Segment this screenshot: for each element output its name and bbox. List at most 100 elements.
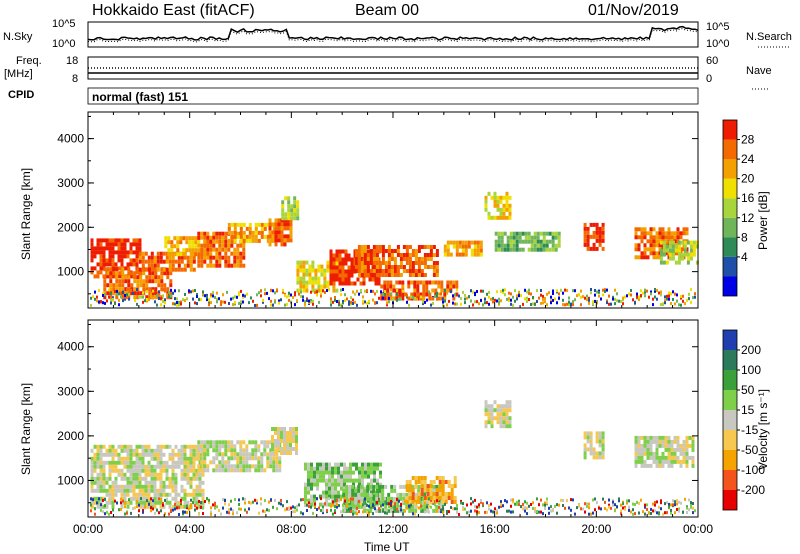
velocity-colorbar-label: Velocity [m s⁻¹] bbox=[756, 389, 770, 470]
power-panel-ytick-label-3: 4000 bbox=[57, 132, 84, 146]
velocity-panel-xtick-label-1: 04:00 bbox=[175, 522, 205, 536]
velocity-panel-xtick-label-5: 20:00 bbox=[581, 522, 611, 536]
date-title: 01/Nov/2019 bbox=[588, 2, 679, 19]
freq-label: Freq. bbox=[16, 55, 42, 67]
velocity-colorbar-swatch-4 bbox=[723, 410, 737, 430]
nave-tick-high: 60 bbox=[706, 55, 718, 67]
velocity-panel-xtick-label-4: 16:00 bbox=[480, 522, 510, 536]
velocity-ylabel: Slant Range [km] bbox=[19, 383, 33, 475]
velocity-panel-region-6 bbox=[484, 400, 512, 429]
power-colorbar-tick-label-0: 28 bbox=[741, 133, 755, 147]
nsearch-trace bbox=[87, 28, 699, 43]
velocity-panel-xtick-label-3: 12:00 bbox=[378, 522, 408, 536]
velocity-colorbar-frame bbox=[722, 329, 738, 511]
cpid-label: CPID bbox=[8, 89, 34, 101]
power-colorbar-tick-label-5: 8 bbox=[741, 230, 748, 244]
nsky-panel-frame bbox=[87, 21, 699, 48]
nsearch-tick-high: 10^5 bbox=[706, 21, 730, 33]
velocity-colorbar-swatch-8 bbox=[723, 330, 737, 350]
power-ylabel: Slant Range [km] bbox=[19, 168, 33, 260]
power-colorbar-swatch-4 bbox=[723, 198, 737, 218]
freq-tick-high: 18 bbox=[66, 55, 78, 67]
power-colorbar-label: Power [dB] bbox=[756, 191, 770, 250]
freq-panel-frame bbox=[87, 56, 699, 80]
power-colorbar-swatch-5 bbox=[723, 178, 737, 199]
velocity-panel-ytick-label-0: 1000 bbox=[57, 473, 84, 487]
power-colorbar-tick-label-1: 24 bbox=[741, 152, 755, 166]
velocity-colorbar-swatch-6 bbox=[723, 370, 737, 390]
velocity-colorbar-swatch-1 bbox=[723, 470, 737, 490]
velocity-colorbar-tick-label-5: -50 bbox=[741, 443, 759, 457]
power-colorbar-swatch-1 bbox=[723, 256, 737, 277]
nsearch-label: N.Search bbox=[746, 31, 792, 43]
power-colorbar-swatch-3 bbox=[723, 217, 737, 238]
velocity-colorbar-tick-label-1: 100 bbox=[741, 363, 761, 377]
nsky-tick-high: 10^5 bbox=[52, 18, 76, 30]
nave-tick-low: 0 bbox=[706, 73, 712, 85]
power-colorbar-swatch-6 bbox=[723, 159, 737, 179]
power-panel-ytick-label-0: 1000 bbox=[57, 265, 84, 279]
power-colorbar-swatch-0 bbox=[723, 276, 737, 296]
site-title: Hokkaido East (fitACF) bbox=[92, 2, 255, 19]
nsky-label: N.Sky bbox=[3, 31, 33, 43]
velocity-panel-region-5 bbox=[405, 476, 457, 504]
nave-label: Nave bbox=[746, 65, 772, 77]
freq-unit: [MHz] bbox=[4, 68, 33, 80]
power-panel-ground-scatter bbox=[90, 288, 696, 307]
velocity-colorbar-tick-label-2: 50 bbox=[741, 383, 755, 397]
velocity-colorbar-swatch-7 bbox=[723, 350, 737, 370]
power-panel-region-14 bbox=[494, 231, 561, 252]
power-panel-region-17 bbox=[659, 240, 699, 265]
power-colorbar-tick-label-3: 16 bbox=[741, 191, 755, 205]
power-panel-region-10 bbox=[354, 245, 439, 277]
power-panel-ytick-label-1: 2000 bbox=[57, 220, 84, 234]
power-colorbar-tick-label-6: 4 bbox=[741, 250, 748, 264]
power-colorbar-swatch-7 bbox=[723, 139, 737, 160]
velocity-colorbar-tick-label-7: -200 bbox=[741, 483, 765, 497]
power-heatmap-panel: 1000 2000 3000 4000 bbox=[57, 111, 699, 309]
velocity-panel-region-7 bbox=[583, 431, 605, 460]
power-panel-ytick-label-2: 3000 bbox=[57, 176, 84, 190]
power-panel-region-7 bbox=[281, 196, 300, 221]
velocity-colorbar: 200 100 50 15 -15 -50 -100 -200 bbox=[722, 329, 765, 511]
power-colorbar: 28 24 20 16 12 8 4 bbox=[722, 119, 755, 297]
velocity-colorbar-tick-label-6: -100 bbox=[741, 463, 765, 477]
power-colorbar-tick-label-4: 12 bbox=[741, 211, 755, 225]
velocity-colorbar-tick-label-3: 15 bbox=[741, 403, 755, 417]
velocity-colorbar-tick-label-4: -15 bbox=[741, 423, 759, 437]
velocity-panel-region-2 bbox=[271, 427, 298, 455]
velocity-colorbar-swatch-2 bbox=[723, 450, 737, 470]
velocity-panel-xtick-label-6: 00:00 bbox=[683, 522, 713, 536]
velocity-colorbar-swatch-5 bbox=[723, 390, 737, 410]
velocity-colorbar-tick-label-0: 200 bbox=[741, 343, 761, 357]
freq-tick-low: 8 bbox=[72, 73, 78, 85]
cpid-panel-frame bbox=[87, 87, 699, 105]
velocity-panel-ground-scatter bbox=[90, 497, 696, 516]
velocity-colorbar-swatch-0 bbox=[723, 490, 737, 510]
velocity-panel-region-8 bbox=[634, 435, 695, 468]
velocity-panel-ytick-label-2: 3000 bbox=[57, 384, 84, 398]
velocity-colorbar-swatch-3 bbox=[723, 430, 737, 450]
velocity-panel-xtick-label-0: 00:00 bbox=[73, 522, 103, 536]
power-colorbar-swatch-2 bbox=[723, 237, 737, 257]
velocity-panel-region-0 bbox=[90, 444, 205, 509]
velocity-panel-ytick-label-3: 4000 bbox=[57, 340, 84, 354]
power-panel-region-13 bbox=[484, 191, 512, 220]
power-panel-region-0 bbox=[90, 238, 142, 279]
power-panel-region-12 bbox=[443, 240, 483, 257]
power-panel-region-6 bbox=[268, 218, 293, 247]
nsearch-tick-low: 10^0 bbox=[706, 38, 730, 50]
velocity-panel-xtick-label-2: 08:00 bbox=[276, 522, 306, 536]
x-axis-label: Time UT bbox=[364, 540, 410, 554]
power-colorbar-frame bbox=[722, 119, 738, 297]
power-colorbar-tick-label-2: 20 bbox=[741, 172, 755, 186]
nsky-tick-low: 10^0 bbox=[52, 38, 76, 50]
nsky-trace bbox=[87, 25, 699, 41]
velocity-heatmap-panel: 1000 2000 3000 4000 00:00 04:00 08:00 12:00 16:… bbox=[57, 319, 713, 536]
beam-title: Beam 00 bbox=[355, 2, 419, 19]
power-colorbar-swatch-8 bbox=[723, 120, 737, 140]
velocity-panel-ytick-label-1: 2000 bbox=[57, 429, 84, 443]
cpid-value: normal (fast) 151 bbox=[92, 90, 188, 104]
power-panel-region-15 bbox=[583, 222, 605, 251]
